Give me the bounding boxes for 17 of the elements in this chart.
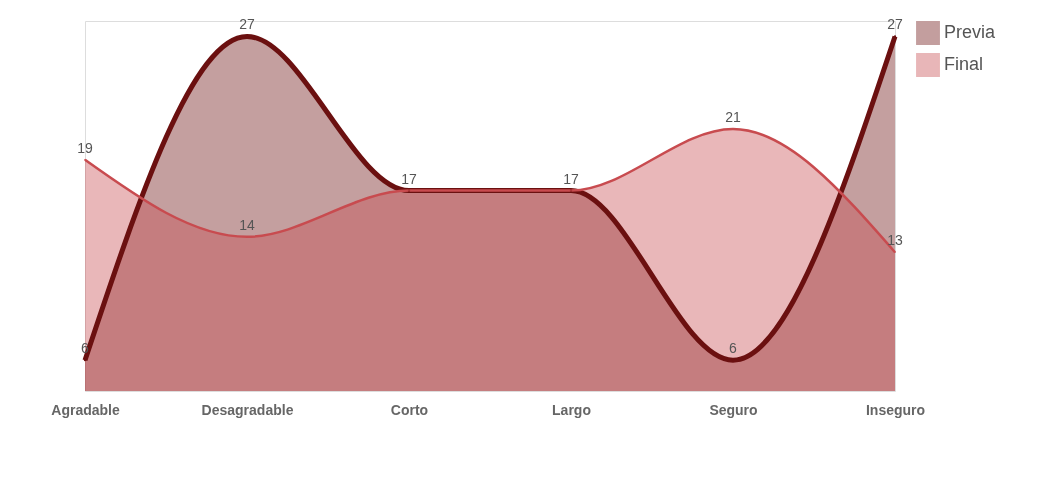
x-tick-label: Inseguro [865,401,926,418]
data-label: 13 [887,232,903,249]
data-label: 14 [239,216,255,233]
data-label: 17 [563,170,579,187]
x-tick-label: Seguro [709,401,758,418]
data-label: 27 [887,16,903,33]
data-label: 27 [239,16,255,33]
x-tick-label: Agradable [51,401,120,418]
data-label: 21 [725,108,741,125]
x-tick-label: Largo [552,401,591,418]
x-tick-label: Corto [390,401,429,418]
data-label: 19 [77,139,93,156]
legend-label: Final [944,54,984,74]
data-label: 17 [401,170,417,187]
data-label: 6 [729,340,738,357]
x-tick-label: Desagradable [201,401,294,418]
legend-label: Previa [944,22,997,42]
